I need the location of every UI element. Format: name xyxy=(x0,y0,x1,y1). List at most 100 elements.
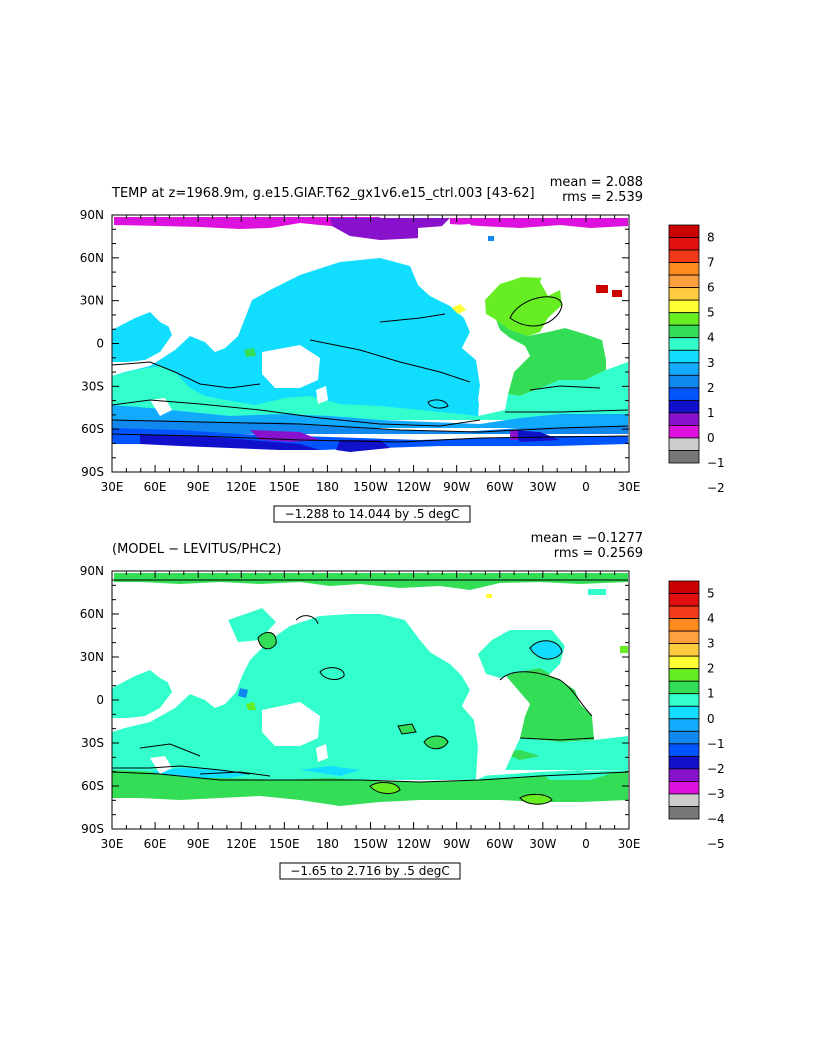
top-colorbar-label: 5 xyxy=(707,306,715,320)
top-colorbar-swatch xyxy=(668,337,700,351)
top-colorbar-swatch xyxy=(668,299,700,314)
bottom-x-tick-label: 180 xyxy=(316,837,339,851)
top-contour-info-box xyxy=(273,505,471,523)
top-colorbar-label: 3 xyxy=(707,356,715,370)
top-indian-west xyxy=(112,312,172,362)
bottom-x-tick-label: 0 xyxy=(582,837,590,851)
top-colorbar-swatch xyxy=(668,362,700,376)
top-southern-blue xyxy=(112,420,628,434)
top-colorbar-label: 6 xyxy=(707,281,715,295)
top-colorbar-swatch xyxy=(668,324,700,339)
bottom-contours xyxy=(112,579,629,805)
bottom-colorbar-label: −1 xyxy=(707,737,725,751)
top-y-tick-label: 30S xyxy=(81,379,104,393)
top-colorbar-label: 0 xyxy=(707,431,715,445)
top-colorbar-swatch xyxy=(668,287,700,301)
bottom-y-tick-label: 0 xyxy=(96,693,104,707)
bottom-colorbar-label: 2 xyxy=(707,662,715,676)
top-y-tick-label: 30N xyxy=(80,294,104,308)
top-colorbar-label: 1 xyxy=(707,406,715,420)
bottom-rms: rms = 0.2569 xyxy=(554,546,643,561)
bottom-colorbar: 5 4 3 2 1 0 −1 −2 −3 −4 −5 xyxy=(668,580,725,851)
top-colorbar-label: −1 xyxy=(707,456,725,470)
bottom-colorbar-swatch xyxy=(668,643,700,657)
top-x-tick-label: 150W xyxy=(353,480,388,494)
top-colorbar-label: −2 xyxy=(707,481,725,495)
bottom-x-tick-label: 90W xyxy=(443,837,470,851)
top-x-tick-label: 60W xyxy=(486,480,513,494)
bottom-x-tick-label: 150W xyxy=(353,837,388,851)
bottom-y-tick-label: 60N xyxy=(80,607,104,621)
bottom-colorbar-label: 5 xyxy=(707,587,715,601)
top-title: TEMP at z=1968.9m, g.e15.GIAF.T62_gx1v6.… xyxy=(111,186,535,201)
top-colorbar-swatch xyxy=(668,249,700,263)
bottom-colorbar-label: 4 xyxy=(707,612,715,626)
top-colorbar-swatch xyxy=(668,412,700,426)
bottom-colorbar-swatch xyxy=(668,593,700,607)
bottom-atlantic-south xyxy=(505,736,628,770)
top-mean: mean = 2.088 xyxy=(550,175,643,190)
top-x-tick-label: 30E xyxy=(618,480,641,494)
top-y-tick-label: 90S xyxy=(81,465,104,479)
top-x-tick-label: 120E xyxy=(226,480,257,494)
bottom-colorbar-label: −2 xyxy=(707,762,725,776)
top-colorbar: 8 7 6 5 4 3 2 1 0 −1 −2 xyxy=(668,224,725,495)
top-southern-cyan xyxy=(112,366,628,420)
top-colorbar-swatch xyxy=(668,274,700,289)
bottom-colorbar-label: 3 xyxy=(707,637,715,651)
bottom-x-tick-label: 60W xyxy=(486,837,513,851)
top-map-field xyxy=(112,217,628,452)
top-x-tick-label: 120W xyxy=(396,480,431,494)
bottom-colorbar-swatch xyxy=(668,781,700,795)
top-colorbar-swatch xyxy=(668,387,700,401)
top-atlantic-green xyxy=(496,320,606,396)
bottom-title: (MODEL − LEVITUS/PHC2) xyxy=(112,542,281,557)
bottom-colorbar-swatch xyxy=(668,806,700,820)
bottom-y-tick-label: 30N xyxy=(80,650,104,664)
top-contours xyxy=(112,296,629,443)
top-colorbar-label: 2 xyxy=(707,381,715,395)
bottom-map-field xyxy=(112,573,628,806)
bottom-y-tick-label: 90N xyxy=(80,564,104,578)
bottom-x-tick-label: 30E xyxy=(618,837,641,851)
top-y-tick-label: 90N xyxy=(80,208,104,222)
bottom-colorbar-label: 0 xyxy=(707,712,715,726)
top-colorbar-swatch xyxy=(668,262,700,276)
bottom-land-australia xyxy=(262,702,320,746)
bottom-colorbar-label: −5 xyxy=(707,837,725,851)
bottom-colorbar-swatch xyxy=(668,668,700,682)
bottom-colorbar-swatch xyxy=(668,793,700,807)
bottom-mean: mean = −0.1277 xyxy=(531,531,643,546)
top-x-tick-label: 90E xyxy=(187,480,210,494)
bottom-y-tick-label: 90S xyxy=(81,822,104,836)
bottom-indian-west xyxy=(112,670,172,718)
top-contour-info: −1.288 to 14.044 by .5 degC xyxy=(285,507,460,521)
top-x-tick-label: 180 xyxy=(316,480,339,494)
top-colorbar-swatch xyxy=(668,450,700,464)
top-x-tick-label: 30W xyxy=(529,480,556,494)
top-colorbar-swatch xyxy=(668,425,700,439)
top-colorbar-swatch xyxy=(668,437,700,451)
bottom-colorbar-swatch xyxy=(668,618,700,632)
bottom-panel: (MODEL − LEVITUS/PHC2) mean = −0.1277 rm… xyxy=(80,531,725,880)
top-y-tick-label: 60S xyxy=(81,422,104,436)
bottom-colorbar-swatch xyxy=(668,743,700,757)
bottom-x-tick-label: 30W xyxy=(529,837,556,851)
bottom-colorbar-swatch xyxy=(668,630,700,645)
top-y-tick-label: 0 xyxy=(96,337,104,351)
top-pacific-ocean xyxy=(112,258,480,420)
top-colorbar-swatch xyxy=(668,312,700,326)
bottom-colorbar-label: −3 xyxy=(707,787,725,801)
top-colorbar-swatch xyxy=(668,374,700,389)
bottom-atlantic-green xyxy=(506,668,594,742)
bottom-colorbar-swatch xyxy=(668,768,700,782)
top-colorbar-label: 8 xyxy=(707,231,715,245)
bottom-colorbar-label: −4 xyxy=(707,812,725,826)
bottom-colorbar-label: 1 xyxy=(707,687,715,701)
top-x-tick-label: 90W xyxy=(443,480,470,494)
top-colorbar-swatch xyxy=(668,224,700,238)
bottom-southern-green xyxy=(112,770,628,806)
bottom-colorbar-swatch xyxy=(668,718,700,732)
top-land-eurasia-africa xyxy=(112,230,628,352)
